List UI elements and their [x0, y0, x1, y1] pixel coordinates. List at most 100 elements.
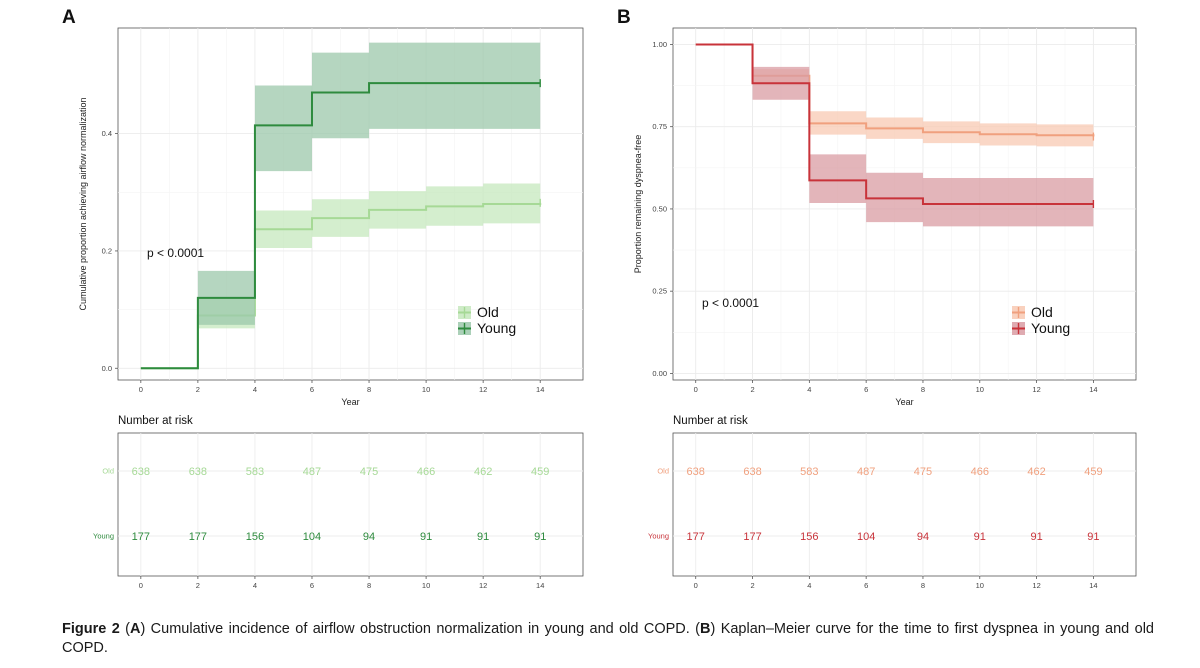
- risk-row-label: Old: [657, 467, 669, 476]
- risk-count: 459: [531, 466, 549, 478]
- risk-count: 177: [132, 531, 150, 543]
- ci-band-young: [140, 42, 541, 369]
- risk-x-tick-label: 4: [807, 581, 811, 590]
- risk-row-label: Old: [102, 467, 114, 476]
- x-tick-label: 2: [196, 385, 200, 394]
- risk-x-tick-label: 6: [864, 581, 868, 590]
- risk-table-title: Number at risk: [118, 415, 193, 427]
- risk-x-tick-label: 10: [422, 581, 430, 590]
- y-axis-title: Cumulative proportion achieving airflow …: [78, 97, 88, 310]
- x-tick-label: 2: [750, 385, 754, 394]
- risk-x-tick-label: 10: [976, 581, 984, 590]
- risk-count: 638: [189, 466, 207, 478]
- legend-label: Young: [477, 320, 516, 336]
- risk-count: 91: [534, 531, 546, 543]
- risk-count: 91: [420, 531, 432, 543]
- legend-label: Young: [1031, 320, 1070, 336]
- risk-count: 156: [246, 531, 264, 543]
- risk-count: 91: [1030, 531, 1042, 543]
- legend-label: Old: [477, 304, 499, 320]
- step-line-young: [695, 43, 1094, 205]
- risk-table-title: Number at risk: [673, 415, 748, 427]
- risk-x-tick-label: 2: [750, 581, 754, 590]
- risk-count: 91: [1087, 531, 1099, 543]
- x-tick-label: 12: [1032, 385, 1040, 394]
- figure-caption: Figure 2 (A) Cumulative incidence of air…: [62, 620, 1154, 658]
- caption-segment: ) Kaplan–Meier curve for the time to fir…: [62, 621, 1154, 656]
- step-line-young: [140, 82, 541, 370]
- caption-segment: B: [700, 621, 711, 637]
- risk-count: 94: [917, 531, 929, 543]
- x-axis-title: Year: [895, 397, 913, 407]
- risk-count: 475: [914, 466, 932, 478]
- risk-count: 104: [303, 531, 321, 543]
- risk-x-tick-label: 6: [310, 581, 314, 590]
- y-axis-title: Proportion remaining dyspnea-free: [633, 135, 643, 274]
- y-tick-label: 0.0: [102, 364, 112, 373]
- risk-count: 177: [743, 531, 761, 543]
- panel-label: A: [62, 7, 76, 28]
- risk-x-tick-label: 2: [196, 581, 200, 590]
- x-tick-label: 14: [1089, 385, 1097, 394]
- risk-count: 638: [743, 466, 761, 478]
- risk-count: 583: [246, 466, 264, 478]
- risk-count: 91: [477, 531, 489, 543]
- risk-count: 583: [800, 466, 818, 478]
- risk-count: 459: [1084, 466, 1102, 478]
- x-tick-label: 12: [479, 385, 487, 394]
- risk-table-frame: [672, 432, 1137, 577]
- risk-x-tick-label: 8: [367, 581, 371, 590]
- p-value-annotation: p < 0.0001: [147, 246, 204, 260]
- risk-count: 177: [687, 531, 705, 543]
- x-tick-label: 10: [422, 385, 430, 394]
- risk-count: 462: [474, 466, 492, 478]
- caption-segment: ) Cumulative incidence of airflow obstru…: [140, 621, 700, 637]
- risk-count: 91: [974, 531, 986, 543]
- risk-row-label: Young: [93, 532, 114, 541]
- x-tick-label: 0: [694, 385, 698, 394]
- y-tick-label: 0.00: [652, 369, 667, 378]
- x-tick-label: 6: [864, 385, 868, 394]
- x-tick-label: 14: [536, 385, 544, 394]
- x-tick-label: 8: [921, 385, 925, 394]
- risk-count: 487: [303, 466, 321, 478]
- y-tick-label: 1.00: [652, 40, 667, 49]
- y-tick-label: 0.75: [652, 122, 667, 131]
- y-tick-label: 0.2: [102, 246, 112, 255]
- x-tick-label: 10: [976, 385, 984, 394]
- risk-row-label: Young: [648, 532, 669, 541]
- risk-count: 462: [1027, 466, 1045, 478]
- risk-count: 466: [971, 466, 989, 478]
- caption-lead: Figure 2: [62, 621, 120, 637]
- x-axis-title: Year: [341, 397, 359, 407]
- risk-count: 487: [857, 466, 875, 478]
- caption-segment: (: [119, 621, 130, 637]
- ci-band-young: [695, 44, 1094, 227]
- risk-x-tick-label: 8: [921, 581, 925, 590]
- legend-label: Old: [1031, 304, 1053, 320]
- x-tick-label: 4: [807, 385, 811, 394]
- y-tick-label: 0.50: [652, 204, 667, 213]
- caption-text: (A) Cumulative incidence of airflow obst…: [62, 621, 1154, 656]
- risk-x-tick-label: 14: [536, 581, 544, 590]
- x-tick-label: 0: [139, 385, 143, 394]
- risk-count: 475: [360, 466, 378, 478]
- panel-b: B 0 2 4 6 8 10 12 14 0.00 0.25 0.50 0.75 1.00 Year Prop…: [617, 7, 1137, 590]
- risk-x-tick-label: 0: [139, 581, 143, 590]
- risk-count: 466: [417, 466, 435, 478]
- y-tick-label: 0.25: [652, 287, 667, 296]
- panel-label: B: [617, 7, 631, 28]
- risk-count: 177: [189, 531, 207, 543]
- risk-x-tick-label: 4: [253, 581, 257, 590]
- risk-count: 104: [857, 531, 875, 543]
- risk-count: 638: [132, 466, 150, 478]
- risk-count: 156: [800, 531, 818, 543]
- risk-x-tick-label: 0: [694, 581, 698, 590]
- x-tick-label: 4: [253, 385, 257, 394]
- p-value-annotation: p < 0.0001: [702, 296, 759, 310]
